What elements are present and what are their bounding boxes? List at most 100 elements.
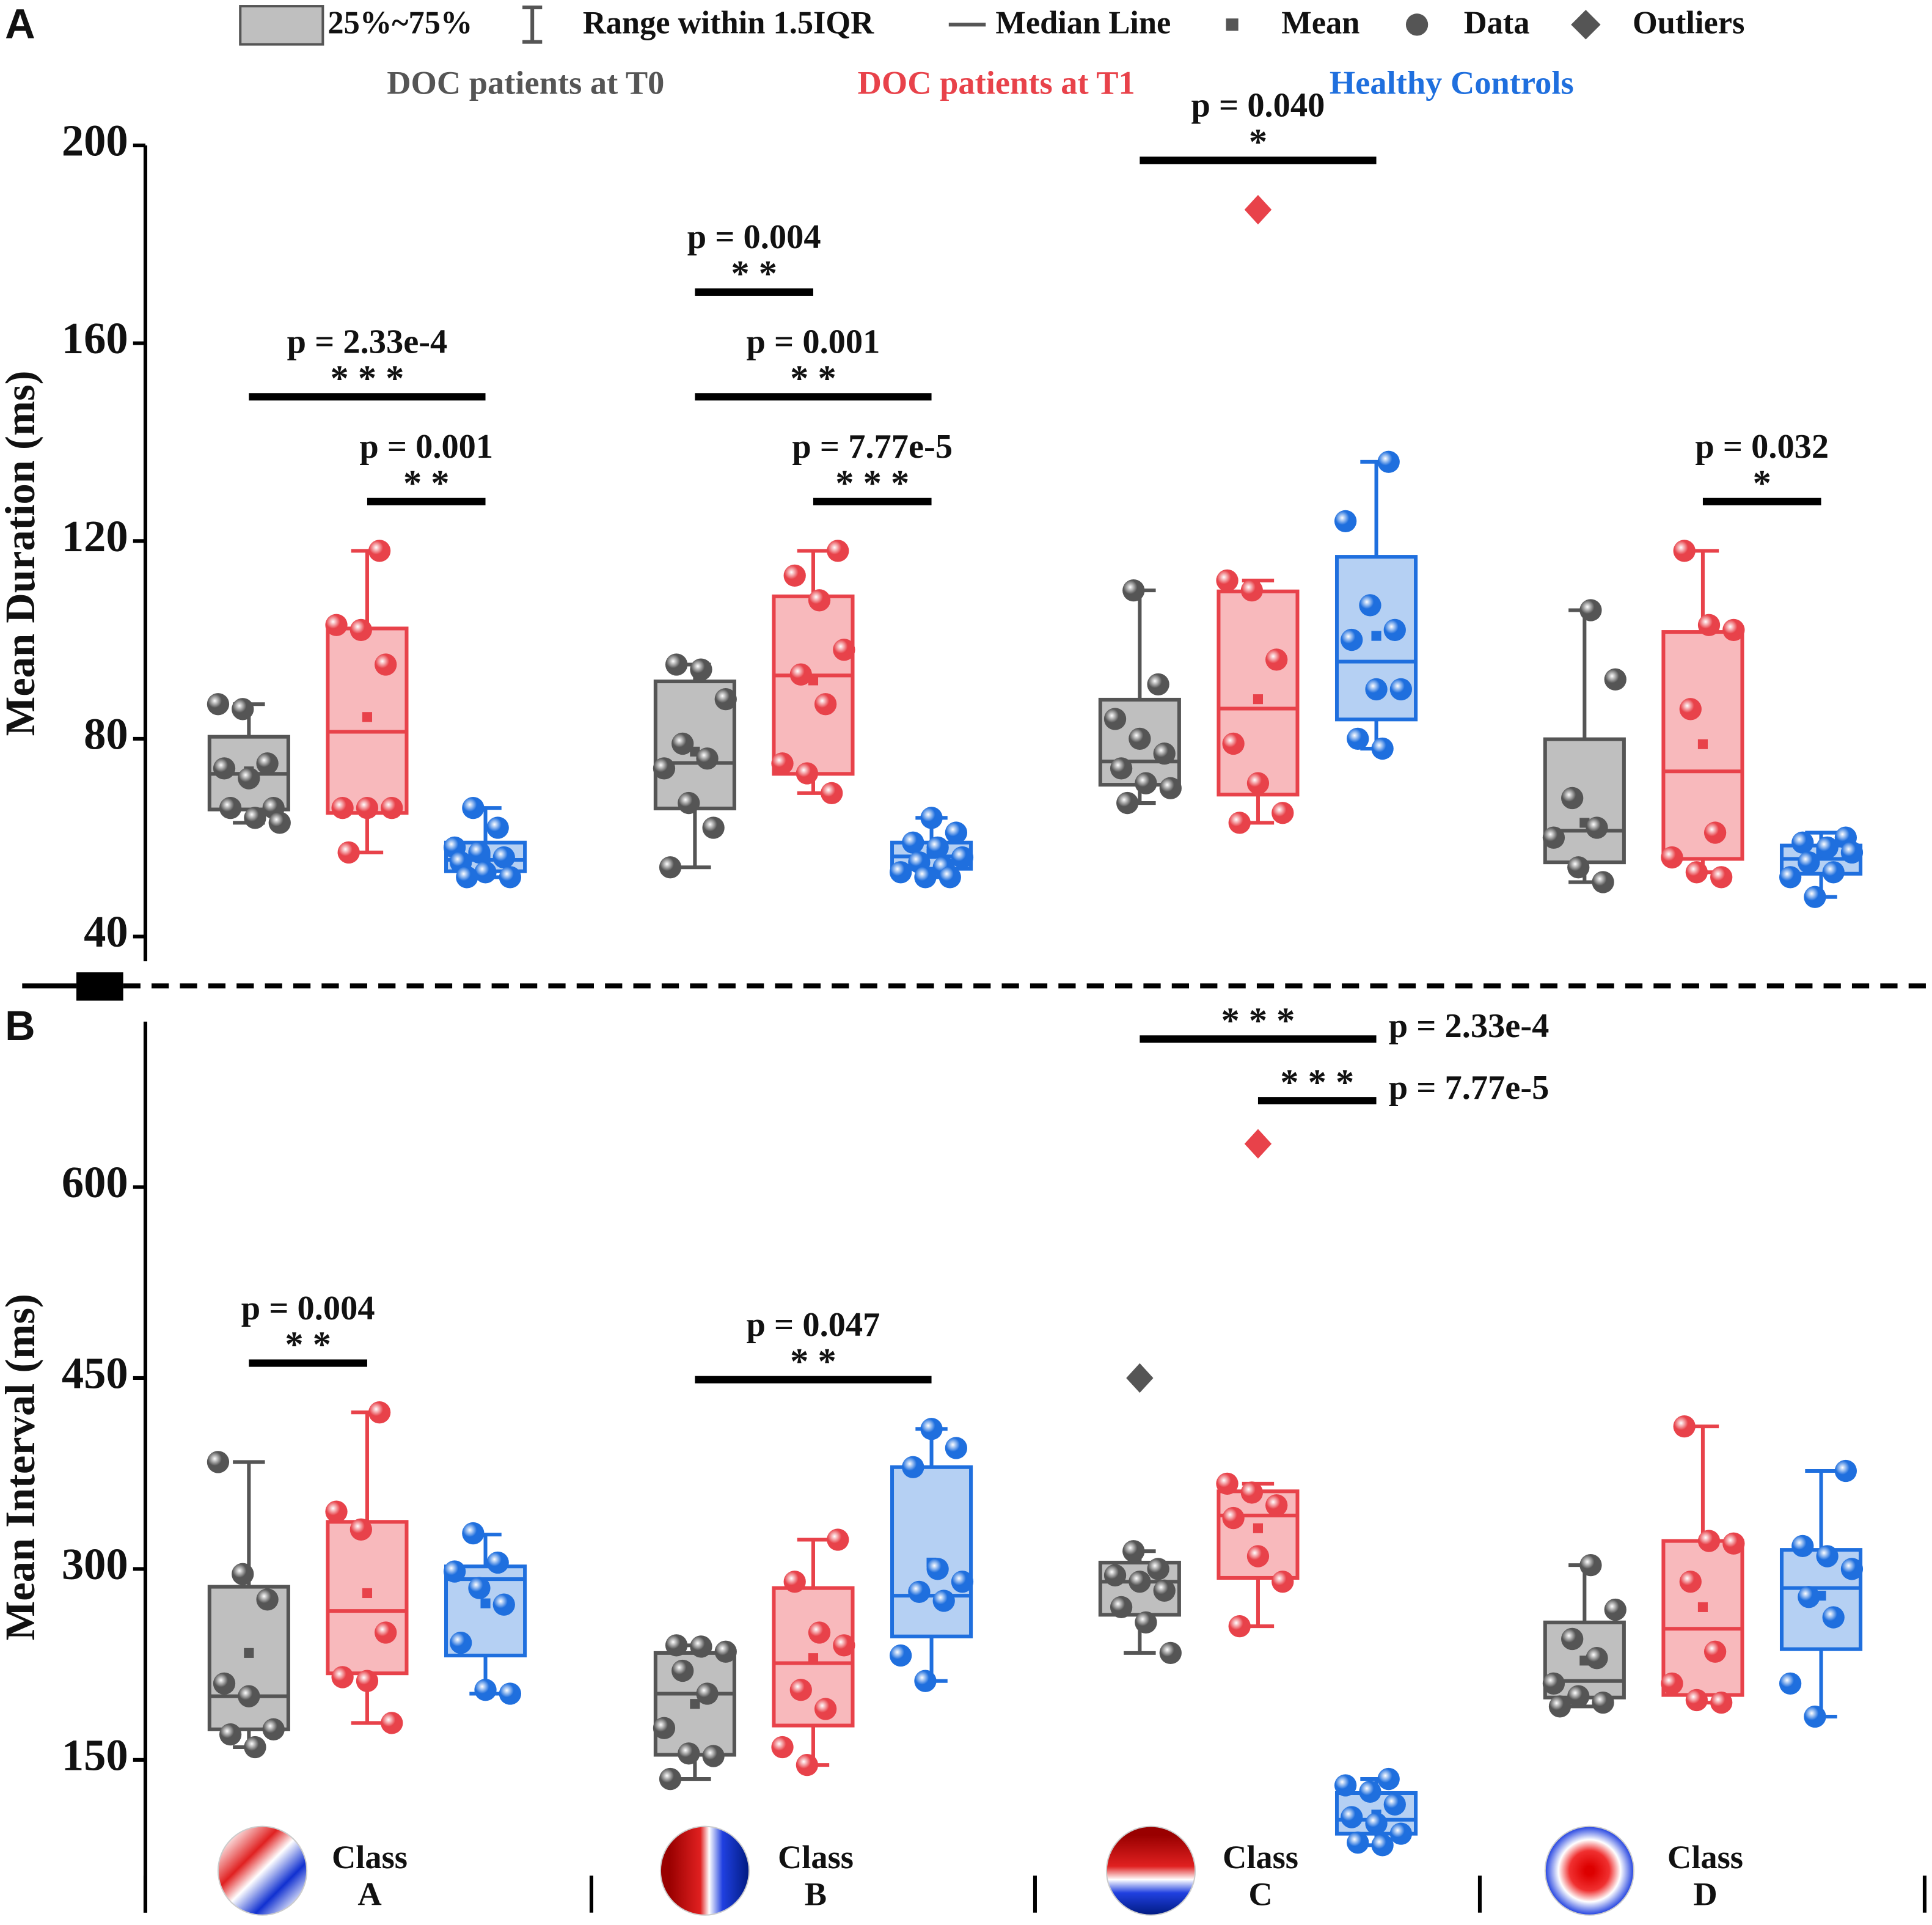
data-point [902, 831, 924, 854]
topomap-icon [1105, 1825, 1196, 1916]
data-point [207, 1451, 230, 1473]
data-point [1334, 1774, 1357, 1797]
data-point [1697, 614, 1721, 636]
data-point [951, 846, 974, 869]
data-point [926, 1558, 949, 1580]
data-point [1377, 1767, 1400, 1791]
data-point [349, 1518, 373, 1541]
data-point [1216, 1472, 1239, 1495]
data-point [690, 1635, 712, 1658]
data-point [1135, 1611, 1157, 1634]
data-point [814, 693, 837, 716]
data-point [696, 1682, 719, 1705]
data-point [1153, 1579, 1176, 1602]
data-point [1359, 1780, 1381, 1803]
data-point [702, 1745, 725, 1767]
data-point [1586, 1647, 1608, 1670]
data-point [1661, 1672, 1683, 1695]
data-point [1579, 1553, 1602, 1577]
legend-series-label: DOC patients at T0 [387, 64, 664, 101]
data-point [1377, 450, 1400, 473]
data-point [1679, 698, 1702, 721]
data-point [325, 614, 348, 636]
data-point [1265, 648, 1288, 671]
data-point [1383, 618, 1406, 642]
data-point [833, 1634, 855, 1657]
data-point [659, 856, 682, 879]
significance-stars: * * [790, 358, 836, 399]
data-point [945, 821, 968, 844]
data-point [789, 663, 812, 686]
data-point [796, 1754, 819, 1777]
data-point [331, 796, 354, 820]
data-point [808, 589, 831, 612]
data-point [1779, 1672, 1802, 1695]
data-point [1103, 708, 1127, 730]
category-label: Class B [777, 1838, 854, 1913]
data-point [939, 866, 961, 889]
y-tick-label: 300 [62, 1539, 128, 1589]
y-tick-label: 120 [62, 512, 128, 561]
data-point [714, 1640, 737, 1663]
data-point [659, 1767, 682, 1791]
y-axis-label: Mean Interval (ms) [0, 1294, 43, 1640]
significance-stars: * * [731, 254, 777, 295]
data-point [1710, 866, 1733, 889]
data-point [1159, 777, 1182, 799]
data-point [789, 1679, 812, 1701]
data-point [1542, 1672, 1565, 1695]
data-point [356, 796, 379, 820]
data-point [1840, 841, 1864, 864]
data-point [1592, 1691, 1614, 1714]
box [207, 1585, 290, 1731]
data-point [1240, 579, 1264, 602]
data-point [796, 762, 819, 785]
data-point [1122, 579, 1145, 602]
significance-stars: * * * [330, 358, 404, 399]
data-point [1697, 1530, 1721, 1552]
data-point [920, 1418, 943, 1440]
data-point [702, 816, 725, 839]
legend-series-label: DOC patients at T1 [858, 64, 1135, 101]
y-axis-label: Mean Duration (ms) [0, 371, 43, 736]
mean-marker [1697, 1602, 1708, 1612]
data-point [1359, 594, 1381, 617]
data-point [486, 1551, 509, 1574]
topomap-icon [217, 1825, 308, 1916]
legend-label: Outliers [1633, 5, 1744, 40]
legend-label: 25%~75% [327, 5, 472, 40]
data-point [1147, 1558, 1169, 1580]
data-point [1579, 599, 1602, 622]
p-value: p = 0.040 [1191, 87, 1325, 125]
data-point [1347, 727, 1369, 750]
data-point [783, 1571, 806, 1593]
data-point [499, 1682, 522, 1705]
data-point [932, 1590, 955, 1612]
data-point [213, 757, 236, 780]
data-point [325, 1500, 348, 1523]
outlier [1126, 1363, 1154, 1393]
significance-stars: * * * [1280, 1062, 1354, 1103]
data-point [714, 688, 737, 711]
data-point [356, 1670, 379, 1692]
data-point [945, 1437, 968, 1459]
data-point [1371, 1834, 1394, 1857]
data-point [1779, 866, 1802, 889]
data-point [244, 1736, 266, 1759]
mean-marker [808, 1653, 819, 1663]
data-point [1661, 846, 1683, 869]
y-tick-label: 150 [62, 1730, 128, 1780]
mean-marker [690, 1699, 700, 1709]
data-point [474, 861, 497, 884]
data-point [671, 1659, 694, 1682]
significance-stars: * * [285, 1324, 331, 1365]
data-point [1791, 831, 1814, 854]
data-point [1129, 727, 1151, 750]
data-point [381, 796, 403, 820]
y-tick-label: 40 [84, 907, 128, 956]
significance-stars: * * * [835, 463, 909, 504]
data-point [1703, 1640, 1727, 1663]
data-point [902, 1456, 924, 1478]
data-point [1673, 540, 1696, 562]
data-point [665, 653, 688, 676]
